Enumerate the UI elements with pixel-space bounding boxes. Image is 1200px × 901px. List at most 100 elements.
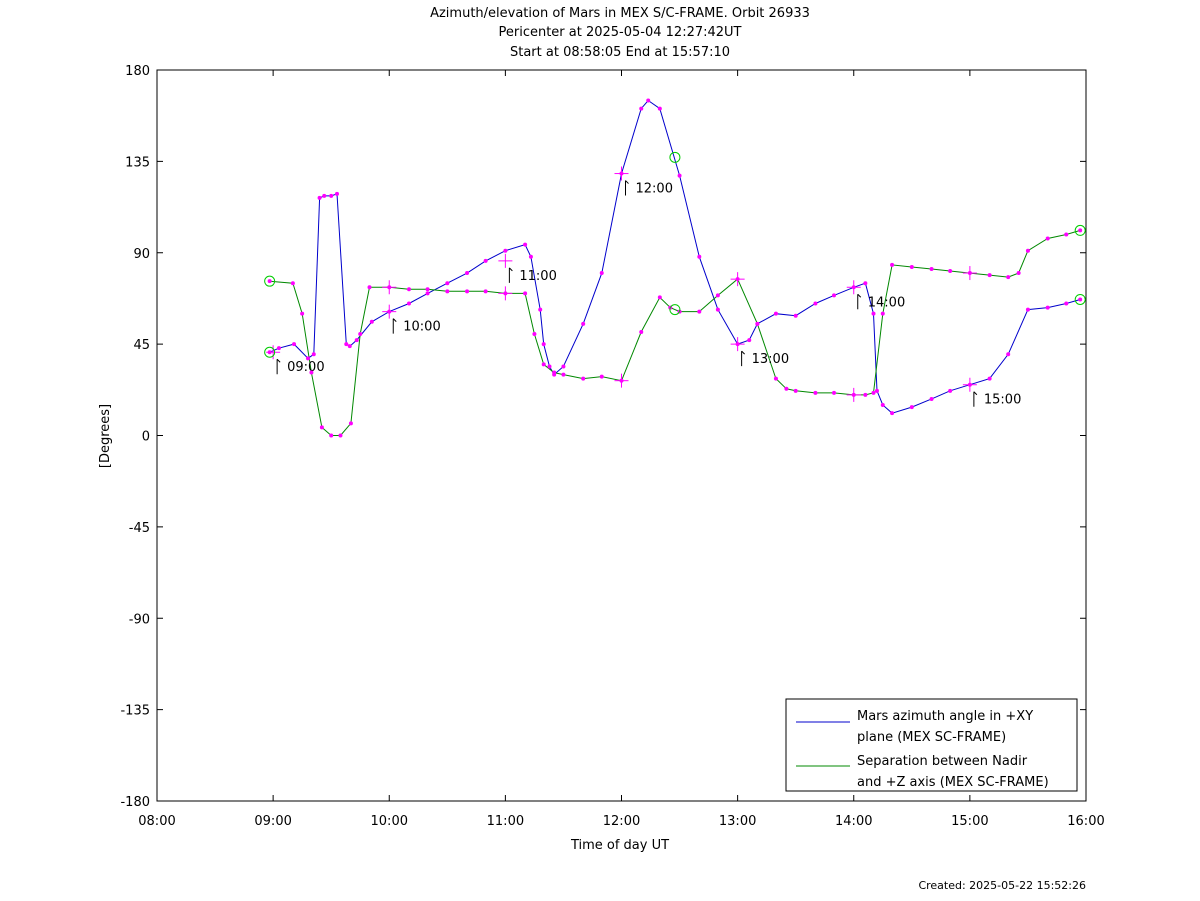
event-circle-marker <box>1074 293 1086 305</box>
x-tick-label: 14:00 <box>835 814 872 829</box>
legend-label-separation-line2: and +Z axis (MEX SC-FRAME) <box>857 775 1049 790</box>
data-point <box>369 319 374 324</box>
data-point <box>639 329 644 334</box>
data-point <box>322 193 327 198</box>
event-circle-marker <box>1074 224 1086 236</box>
data-point <box>483 289 488 294</box>
data-point <box>541 362 546 367</box>
data-point <box>329 433 334 438</box>
data-point <box>890 411 895 416</box>
data-point <box>1006 275 1011 280</box>
event-circle-marker <box>669 151 681 163</box>
data-point <box>319 425 324 430</box>
annotation-pointer-head <box>509 267 513 272</box>
event-circle-marker <box>264 275 276 287</box>
data-point <box>305 356 310 361</box>
created-timestamp: Created: 2025-05-22 15:52:26 <box>918 879 1086 892</box>
hour-annotation-label: 13:00 <box>752 352 789 367</box>
data-point <box>561 372 566 377</box>
data-point <box>523 291 528 296</box>
data-point <box>1025 248 1030 253</box>
data-point <box>347 344 352 349</box>
data-point <box>1064 301 1069 306</box>
data-point <box>1045 305 1050 310</box>
x-tick-label: 16:00 <box>1067 814 1104 829</box>
data-point <box>639 106 644 111</box>
y-tick-label: 0 <box>142 430 150 445</box>
data-point <box>677 173 682 178</box>
data-point <box>1016 271 1021 276</box>
legend-label-separation-line1: Separation between Nadir <box>857 754 1028 769</box>
x-tick-label: 15:00 <box>951 814 988 829</box>
series-line-azimuth <box>269 99 1081 414</box>
x-axis-ticks: 08:00 09:00 10:00 11:00 12:00 13:00 14:00 15:00… <box>138 70 1105 829</box>
event-circle-marker <box>264 346 276 358</box>
series-line-separation <box>269 229 1081 436</box>
data-point <box>948 388 953 393</box>
hour-annotation-label: 10:00 <box>403 320 440 335</box>
y-tick-label: 90 <box>133 247 150 262</box>
data-point <box>1045 236 1050 241</box>
data-point <box>773 311 778 316</box>
chart-title: Azimuth/elevation of Mars in MEX S/C-FRA… <box>430 6 810 21</box>
data-point <box>813 301 818 306</box>
data-point <box>646 98 651 103</box>
data-point <box>832 390 837 395</box>
data-point <box>880 403 885 408</box>
y-tick-label: -90 <box>129 612 150 627</box>
series-lines <box>269 99 1081 436</box>
data-point <box>599 374 604 379</box>
y-tick-label: -45 <box>129 521 150 536</box>
data-point <box>267 279 272 284</box>
data-point <box>406 301 411 306</box>
event-circle-marker <box>669 304 681 316</box>
x-tick-label: 09:00 <box>254 814 291 829</box>
data-point <box>880 311 885 316</box>
data-point <box>367 285 372 290</box>
data-point <box>425 287 430 292</box>
data-point <box>465 271 470 276</box>
data-point <box>581 321 586 326</box>
legend-box <box>785 698 1078 792</box>
data-point <box>541 342 546 347</box>
data-point <box>657 106 662 111</box>
data-point <box>832 293 837 298</box>
y-tick-label: -135 <box>120 704 150 719</box>
data-point <box>863 392 868 397</box>
data-point <box>503 248 508 253</box>
x-tick-label: 08:00 <box>138 814 175 829</box>
data-point <box>311 352 316 357</box>
data-point <box>874 388 879 393</box>
x-axis-label: Time of day UT <box>570 838 669 853</box>
y-axis-ticks: -180 -135 -90 -45 0 45 90 135 180 <box>120 64 1086 810</box>
data-point <box>619 171 624 176</box>
data-point <box>863 281 868 286</box>
annotation-pointer-head <box>625 180 629 184</box>
data-point <box>929 266 934 271</box>
data-point <box>715 293 720 298</box>
hour-annotation-label: 12:00 <box>636 182 673 197</box>
data-point <box>581 376 586 381</box>
legend-label-azimuth-line2: plane (MEX SC-FRAME) <box>857 730 1006 745</box>
annotation-pointer-head <box>276 358 281 363</box>
data-point <box>547 364 552 369</box>
data-point <box>334 191 339 196</box>
data-point <box>793 313 798 318</box>
hour-annotation-label: 14:00 <box>868 295 905 310</box>
y-tick-label: 180 <box>125 64 150 79</box>
data-point <box>425 291 430 296</box>
data-point <box>657 295 662 300</box>
data-point <box>538 307 543 312</box>
data-point <box>445 289 450 294</box>
data-point <box>967 382 972 387</box>
data-point <box>697 309 702 314</box>
data-point <box>552 370 557 375</box>
data-point <box>851 285 856 290</box>
data-point <box>267 350 272 355</box>
data-point <box>773 376 778 381</box>
data-point <box>784 386 789 391</box>
data-point <box>599 271 604 276</box>
data-point <box>1025 307 1030 312</box>
data-point <box>532 331 537 336</box>
data-point <box>1006 352 1011 357</box>
